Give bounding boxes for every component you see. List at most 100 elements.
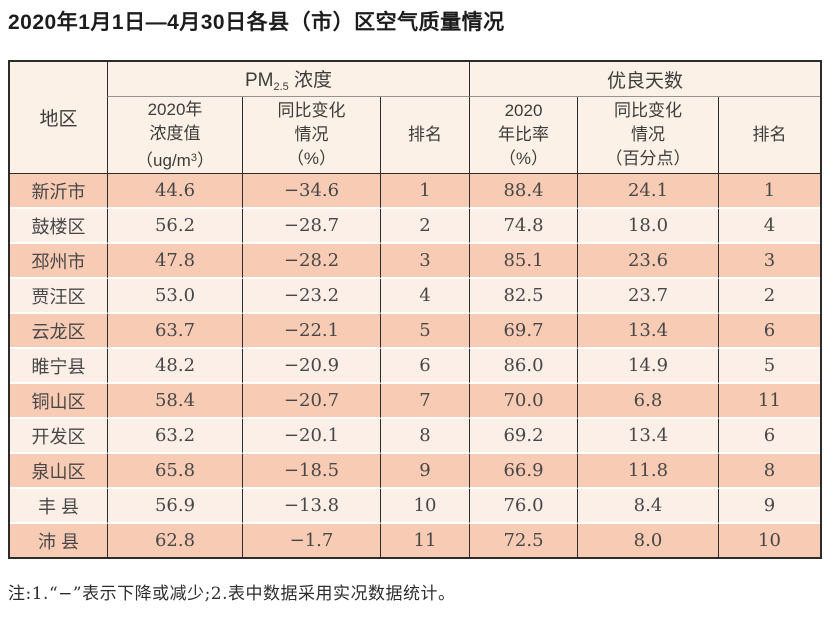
region-cell: 沛 县	[10, 524, 107, 557]
pm-change-cell: −22.1	[242, 314, 380, 349]
pm25-group-header: PM2.5 浓度	[107, 62, 469, 97]
good-ratio-column-header: 2020 年比率 （%）	[469, 97, 577, 174]
pm-change-cell: −28.2	[242, 244, 380, 279]
pm-concentration-cell: 48.2	[107, 349, 242, 384]
good-days-ratio-cell: 88.4	[469, 174, 577, 209]
table-row: 铜山区 58.4 −20.7 7 70.0 6.8 11	[10, 384, 820, 419]
pm-change-cell: −20.9	[242, 349, 380, 384]
good-days-ratio-cell: 72.5	[469, 524, 577, 557]
good-days-ratio-cell: 69.7	[469, 314, 577, 349]
pm-change-cell: −20.7	[242, 384, 380, 419]
region-cell: 泉山区	[10, 454, 107, 489]
footnote: 注:1.“−”表示下降或减少;2.表中数据采用实况数据统计。	[8, 584, 456, 604]
table-row: 贾汪区 53.0 −23.2 4 82.5 23.7 2	[10, 279, 820, 314]
good-days-ratio-cell: 86.0	[469, 349, 577, 384]
pm-change-cell: −13.8	[242, 489, 380, 524]
pm-concentration-cell: 44.6	[107, 174, 242, 209]
region-cell: 新沂市	[10, 174, 107, 209]
good-days-group-header: 优良天数	[469, 62, 820, 97]
pm-value-header-line2: 浓度值	[149, 123, 201, 143]
good-days-change-cell: 6.8	[577, 384, 718, 419]
good-rank-column-header: 排名	[718, 97, 820, 174]
sub-header-row: 2020年 浓度值 （ug/m3） 同比变化 情况 （%） 排名 2020 年比…	[10, 97, 820, 174]
pm-concentration-cell: 58.4	[107, 384, 242, 419]
pm-change-header-line1: 同比变化	[277, 101, 346, 120]
good-ratio-header-line2: 年比率	[498, 125, 549, 144]
good-days-ratio-cell: 85.1	[469, 244, 577, 279]
good-days-change-cell: 23.7	[577, 279, 718, 314]
pm-rank-cell: 8	[380, 419, 469, 454]
good-days-rank-cell: 1	[718, 174, 820, 209]
table-body: 新沂市 44.6 −34.6 1 88.4 24.1 1 鼓楼区 56.2 −2…	[10, 174, 820, 557]
good-days-rank-cell: 6	[718, 419, 820, 454]
table-header: 地区 PM2.5 浓度 优良天数 2020年 浓度值 （ug/m3） 同比变化 …	[10, 62, 820, 174]
pm-change-header-unit: （%）	[286, 149, 337, 168]
good-days-change-cell: 13.4	[577, 314, 718, 349]
table-row: 丰 县 56.9 −13.8 10 76.0 8.4 9	[10, 489, 820, 524]
good-days-ratio-cell: 82.5	[469, 279, 577, 314]
region-cell: 云龙区	[10, 314, 107, 349]
good-days-rank-cell: 9	[718, 489, 820, 524]
good-change-column-header: 同比变化 情况 （百分点）	[577, 97, 718, 174]
table-row: 开发区 63.2 −20.1 8 69.2 13.4 6	[10, 419, 820, 454]
table-row: 沛 县 62.8 −1.7 11 72.5 8.0 10	[10, 524, 820, 557]
pm-rank-cell: 5	[380, 314, 469, 349]
pm-concentration-cell: 56.9	[107, 489, 242, 524]
pm-concentration-cell: 53.0	[107, 279, 242, 314]
table-row: 泉山区 65.8 −18.5 9 66.9 11.8 8	[10, 454, 820, 489]
pm-rank-cell: 11	[380, 524, 469, 557]
good-days-rank-cell: 6	[718, 314, 820, 349]
good-days-change-cell: 8.4	[577, 489, 718, 524]
good-days-change-cell: 11.8	[577, 454, 718, 489]
good-days-change-cell: 18.0	[577, 209, 718, 244]
good-days-rank-cell: 2	[718, 279, 820, 314]
pm-rank-cell: 7	[380, 384, 469, 419]
pm-change-cell: −28.7	[242, 209, 380, 244]
pm-rank-cell: 4	[380, 279, 469, 314]
good-days-ratio-cell: 69.2	[469, 419, 577, 454]
pm-change-column-header: 同比变化 情况 （%）	[242, 97, 380, 174]
pm-change-cell: −34.6	[242, 174, 380, 209]
pm-change-cell: −18.5	[242, 454, 380, 489]
pm25-label: PM	[244, 70, 274, 91]
good-days-ratio-cell: 66.9	[469, 454, 577, 489]
good-ratio-header-line1: 2020	[504, 101, 543, 120]
pm-rank-column-header: 排名	[380, 97, 469, 174]
pm-change-cell: −23.2	[242, 279, 380, 314]
air-quality-table: 地区 PM2.5 浓度 优良天数 2020年 浓度值 （ug/m3） 同比变化 …	[8, 60, 822, 559]
pm-change-cell: −20.1	[242, 419, 380, 454]
good-change-header-line1: 同比变化	[614, 101, 682, 120]
region-cell: 丰 县	[10, 489, 107, 524]
group-header-row: 地区 PM2.5 浓度 优良天数	[10, 62, 820, 174]
region-cell: 铜山区	[10, 384, 107, 419]
pm-value-header-unit: （ug/m3）	[136, 150, 214, 170]
pm-change-cell: −1.7	[242, 524, 380, 557]
good-ratio-header-unit: （%）	[498, 149, 549, 168]
good-days-rank-cell: 5	[718, 349, 820, 384]
table-row: 睢宁县 48.2 −20.9 6 86.0 14.9 5	[10, 349, 820, 384]
region-cell: 贾汪区	[10, 279, 107, 314]
pm-rank-cell: 9	[380, 454, 469, 489]
pm-rank-cell: 2	[380, 209, 469, 244]
good-days-ratio-cell: 76.0	[469, 489, 577, 524]
good-days-rank-cell: 3	[718, 244, 820, 279]
good-days-change-cell: 23.6	[577, 244, 718, 279]
pm-concentration-cell: 65.8	[107, 454, 242, 489]
pm-concentration-cell: 63.2	[107, 419, 242, 454]
pm25-subscript: 2.5	[273, 81, 289, 93]
page-title: 2020年1月1日—4月30日各县（市）区空气质量情况	[8, 11, 505, 34]
region-column-header: 地区	[10, 62, 107, 174]
pm-rank-cell: 10	[380, 489, 469, 524]
good-days-ratio-cell: 74.8	[469, 209, 577, 244]
good-days-rank-cell: 4	[718, 209, 820, 244]
good-days-rank-cell: 11	[718, 384, 820, 419]
table-row: 邳州市 47.8 −28.2 3 85.1 23.6 3	[10, 244, 820, 279]
good-days-change-cell: 8.0	[577, 524, 718, 557]
good-days-ratio-cell: 70.0	[469, 384, 577, 419]
pm-concentration-cell: 62.8	[107, 524, 242, 557]
region-cell: 开发区	[10, 419, 107, 454]
pm-rank-cell: 3	[380, 244, 469, 279]
pm-value-column-header: 2020年 浓度值 （ug/m3）	[107, 97, 242, 174]
good-change-header-line2: 情况	[631, 125, 665, 144]
table-row: 云龙区 63.7 −22.1 5 69.7 13.4 6	[10, 314, 820, 349]
